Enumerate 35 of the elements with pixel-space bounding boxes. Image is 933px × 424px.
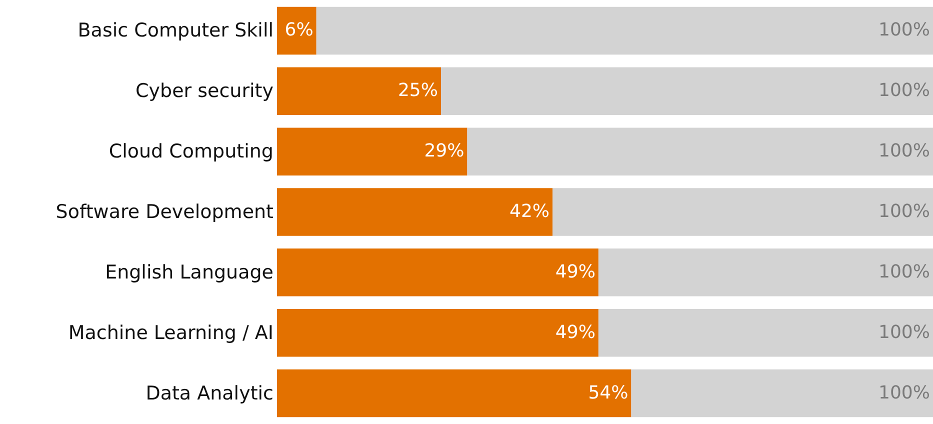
y-tick-label: Data Analytic <box>146 382 274 404</box>
y-tick-label: Software Development <box>56 201 274 223</box>
bar <box>598 248 933 296</box>
y-tick-label: Basic Computer Skill <box>78 20 274 42</box>
total-label: 100% <box>878 80 930 102</box>
bar <box>277 188 553 236</box>
bar <box>277 369 632 418</box>
bar <box>277 308 598 357</box>
data-label: 42% <box>510 201 550 222</box>
bar <box>277 128 468 176</box>
y-tick-label: Machine Learning / AI <box>68 322 274 344</box>
total-label: 100% <box>878 322 930 343</box>
data-label: 54% <box>588 382 628 404</box>
bar <box>277 67 441 116</box>
total-label: 100% <box>878 261 930 282</box>
bar <box>441 67 933 116</box>
data-label: 29% <box>424 140 464 162</box>
bar <box>277 6 316 55</box>
bar <box>598 308 933 357</box>
data-label: 25% <box>398 80 438 102</box>
data-label: 6% <box>284 20 314 41</box>
y-tick-label: Cyber security <box>136 80 274 102</box>
total-label: 100% <box>878 201 930 222</box>
total-label: 100% <box>878 20 930 41</box>
bar <box>316 6 933 55</box>
bar <box>552 188 933 236</box>
y-tick-label: English Language <box>105 261 274 284</box>
bar <box>277 248 598 296</box>
data-label: 49% <box>555 261 596 282</box>
data-label: 49% <box>555 322 596 343</box>
total-label: 100% <box>878 382 930 404</box>
bar <box>467 128 933 176</box>
total-label: 100% <box>878 140 930 162</box>
bar <box>631 369 933 418</box>
y-tick-label: Cloud Computing <box>108 140 274 163</box>
